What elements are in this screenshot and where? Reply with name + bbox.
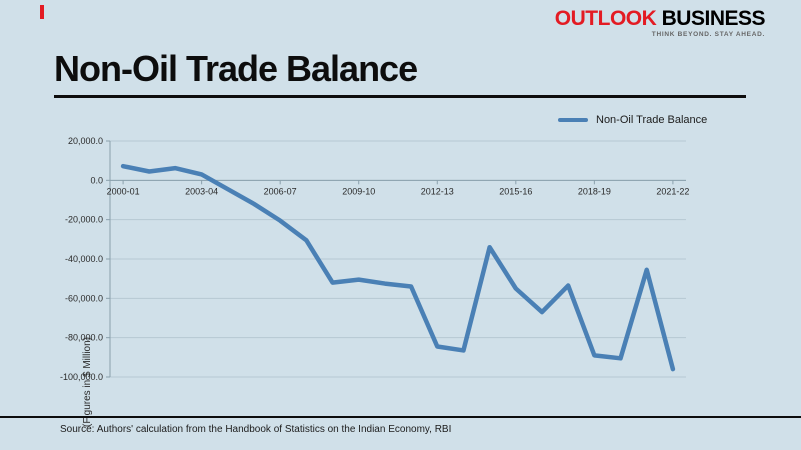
trade-balance-line: [120, 163, 676, 372]
title-underline: [54, 95, 746, 98]
chart: (Figures in $ Million) 20,000.0 0.0 -20,00…: [38, 124, 798, 427]
page-title: Non-Oil Trade Balance: [54, 48, 418, 89]
y-tick-label: -40,000.0: [65, 254, 103, 264]
x-tick-label: 2015-16: [499, 186, 532, 196]
chart-svg: 20,000.0 0.0 -20,000.0 -40,000.0 -60,000.0 -8…: [60, 136, 689, 382]
chart-legend: Non-Oil Trade Balance: [558, 114, 707, 126]
brand-logo-text: OUTLOOK BUSINESS: [554, 7, 766, 30]
x-tick-label: 2000-01: [107, 186, 140, 196]
x-tick-label: 2012-13: [421, 186, 454, 196]
source-note: Source: Authors' calculation from the Ha…: [60, 424, 452, 435]
brand-tagline: THINK BEYOND. STAY AHEAD.: [651, 31, 765, 38]
brand-logo: OUTLOOK BUSINESS THINK BEYOND. STAY AHEA…: [554, 7, 766, 39]
x-tick-label: 2006-07: [264, 186, 297, 196]
red-accent-tick: [40, 5, 44, 19]
y-tick-label: 20,000.0: [68, 136, 103, 146]
y-tick-label: -80,000.0: [65, 333, 103, 343]
legend-label: Non-Oil Trade Balance: [596, 114, 708, 126]
x-tick-label: 2021-22: [656, 186, 689, 196]
brand-business: BUSINESS: [661, 7, 766, 30]
y-tick-label: 0.0: [90, 175, 103, 185]
y-tick-label: -60,000.0: [65, 293, 103, 303]
x-tick-label: 2003-04: [185, 186, 218, 196]
brand-outlook: OUTLOOK: [554, 7, 657, 30]
x-tick-label: 2018-19: [578, 186, 611, 196]
x-tick-label: 2009-10: [342, 186, 375, 196]
y-tick-label: -100,000.0: [60, 372, 103, 382]
footer-rule: [0, 416, 801, 418]
y-tick-label: -20,000.0: [65, 215, 103, 225]
legend-line-swatch: [558, 118, 588, 122]
